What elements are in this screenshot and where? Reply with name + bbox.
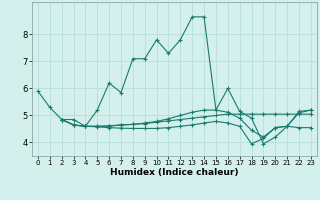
X-axis label: Humidex (Indice chaleur): Humidex (Indice chaleur) (110, 168, 239, 177)
